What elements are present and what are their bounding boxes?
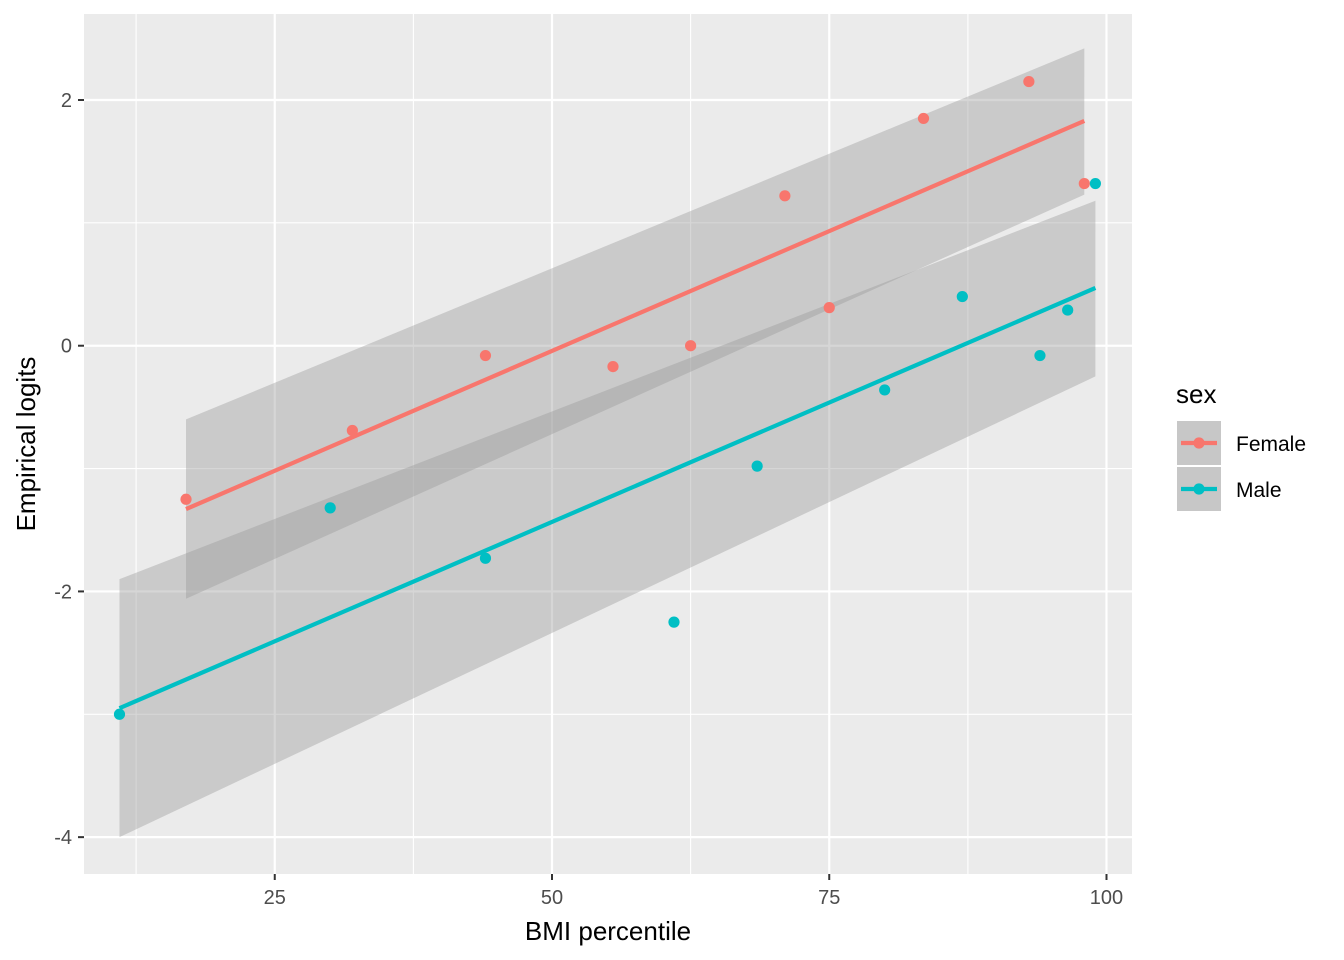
legend-items: Female Male bbox=[1177, 421, 1306, 511]
male-fit-line bbox=[118, 286, 1097, 711]
female-data-point bbox=[1023, 75, 1035, 88]
legend-key-point bbox=[1193, 437, 1205, 449]
male-data-point bbox=[751, 460, 763, 472]
male-data-point bbox=[1062, 304, 1074, 316]
male-data-point bbox=[113, 708, 126, 720]
y-tick-label: -4 bbox=[54, 827, 72, 849]
y-tick-label: 2 bbox=[61, 90, 72, 112]
legend-key-point bbox=[1193, 483, 1205, 495]
male-data-point bbox=[1089, 177, 1102, 190]
female-data-point bbox=[823, 302, 835, 314]
male-confidence-band bbox=[119, 200, 1096, 838]
x-tick-label: 50 bbox=[541, 887, 563, 909]
male-data-point bbox=[956, 290, 968, 303]
y-tick-label: 0 bbox=[61, 336, 72, 358]
panel-background bbox=[84, 14, 1132, 874]
x-tick-label: 100 bbox=[1090, 887, 1123, 909]
female-data-point bbox=[685, 340, 697, 352]
female-data-point bbox=[479, 349, 492, 362]
female-data-point bbox=[346, 424, 358, 437]
female-data-point bbox=[779, 190, 791, 202]
axis-ticks: 25 50 75 100 -4 -2 0 2 bbox=[54, 90, 1123, 909]
legend-title: sex bbox=[1176, 379, 1216, 409]
x-axis-title: BMI percentile bbox=[525, 916, 691, 946]
legend-item-female: Female bbox=[1177, 421, 1306, 465]
y-tick-label: -2 bbox=[54, 581, 72, 603]
confidence-bands bbox=[119, 48, 1096, 838]
female-confidence-band bbox=[186, 48, 1085, 599]
data-points bbox=[113, 75, 1102, 720]
legend-item-male: Male bbox=[1177, 467, 1282, 511]
y-axis-title: Empirical logits bbox=[11, 357, 41, 532]
male-data-point bbox=[879, 384, 891, 396]
legend-label-female: Female bbox=[1236, 433, 1306, 456]
female-data-point bbox=[180, 493, 192, 505]
male-data-point bbox=[1034, 349, 1046, 362]
female-data-point bbox=[1078, 177, 1090, 190]
legend: sex Female Male bbox=[1176, 379, 1306, 511]
grid-minor bbox=[84, 14, 1132, 874]
male-data-point bbox=[479, 552, 492, 564]
female-data-point bbox=[607, 361, 619, 373]
male-data-point bbox=[324, 502, 336, 514]
x-tick-label: 25 bbox=[264, 887, 286, 909]
male-data-point bbox=[668, 616, 680, 628]
x-tick-label: 75 bbox=[818, 887, 840, 909]
female-fit-line bbox=[185, 118, 1086, 512]
legend-label-male: Male bbox=[1236, 479, 1282, 502]
fit-lines bbox=[118, 118, 1097, 711]
female-data-point bbox=[917, 112, 930, 125]
grid-major bbox=[84, 14, 1132, 874]
